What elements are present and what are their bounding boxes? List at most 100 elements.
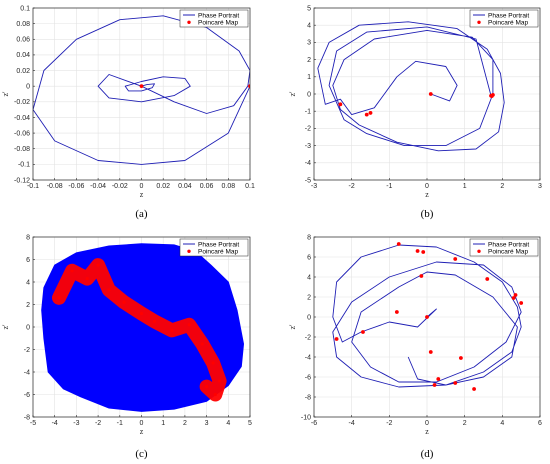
data-layer	[332, 242, 524, 391]
x-tick-label: 0	[140, 420, 144, 427]
x-tick-label: -3	[311, 183, 317, 190]
poincare-point	[432, 383, 437, 387]
x-tick-label: -4	[349, 420, 355, 427]
legend-marker-swatch	[187, 20, 191, 24]
x-tick-label: 2	[183, 420, 187, 427]
y-tick-label: 0	[26, 83, 30, 90]
poincare-point	[513, 293, 518, 297]
legend-box	[179, 238, 249, 257]
poincare-point	[436, 377, 441, 381]
y-tick-label: -0.1	[18, 162, 30, 169]
y-tick-label: 0.06	[16, 37, 30, 44]
x-tick-label: -0.1	[27, 183, 39, 190]
poincare-point	[211, 361, 215, 365]
panel-caption: (a)	[135, 208, 148, 220]
y-tick-label: 8	[26, 234, 30, 241]
x-tick-label: 0.02	[156, 183, 170, 190]
y-tick-label: 4	[307, 274, 311, 281]
x-tick-label: 0.1	[245, 183, 255, 190]
y-tick-label: -0.12	[14, 177, 30, 184]
panel-a: -0.1 -0.08 -0.06 -0.04 -0.02 0 0.02 0.04 0.06 0.0…	[1, 5, 255, 220]
panel-d: -6 -4 -2 0 2 4 6 -10 -8 -6 -4 -2 0 2 4 6 8 z z' Phase Portr…	[288, 234, 542, 460]
x-tick-label: -0.04	[90, 183, 106, 190]
x-tick-label: 4	[500, 420, 504, 427]
legend-label-poincare-map: Poincaré Map	[488, 249, 528, 256]
legend-box	[179, 9, 249, 28]
poincare-point	[419, 274, 424, 278]
poincare-point	[139, 311, 144, 316]
legend-box	[469, 238, 539, 257]
x-tick-label: -3	[73, 420, 79, 427]
poincare-point	[213, 392, 217, 397]
x-axis-label: z	[140, 190, 144, 199]
x-tick-label: 0	[425, 183, 429, 190]
y-tick-label: 4	[307, 23, 311, 30]
y-tick-label: 6	[26, 257, 30, 264]
y-tick-label: 0	[307, 91, 311, 98]
x-axis-label: z	[425, 190, 429, 199]
x-tick-label: 2	[500, 183, 504, 190]
poincare-point	[122, 300, 126, 304]
y-tick-label: -0.04	[14, 115, 30, 122]
poincare-point	[170, 328, 174, 332]
phase-portrait-line	[33, 15, 250, 165]
x-tick-label: -6	[311, 420, 317, 427]
x-tick-label: 0	[425, 420, 429, 427]
panel-b: -3 -2 -1 0 1 2 3 -5 -4 -3 -2 -1 0 1 2 3 4 5 z z' Phase Portr…	[288, 5, 542, 220]
poincare-point	[396, 242, 401, 246]
x-tick-label: 0.08	[221, 183, 235, 190]
data-layer	[317, 21, 505, 152]
x-tick-label: 0	[140, 183, 144, 190]
poincare-point	[152, 319, 157, 323]
legend-label-poincare-map: Poincaré Map	[198, 20, 238, 27]
legend-label-phase-portrait: Phase Portrait	[488, 12, 529, 19]
data-layer	[33, 15, 250, 165]
y-tick-label: 1	[307, 74, 311, 81]
x-tick-label: 2	[463, 420, 467, 427]
poincare-point	[453, 381, 458, 385]
poincare-point	[453, 257, 458, 261]
poincare-point	[187, 323, 191, 327]
y-axis-label: z'	[288, 324, 297, 330]
panel-caption: (b)	[421, 208, 434, 220]
y-tick-label: 8	[307, 234, 311, 241]
x-tick-label: 5	[248, 420, 252, 427]
poincare-point	[338, 102, 343, 107]
x-tick-label: -2	[95, 420, 101, 427]
poincare-point	[425, 315, 429, 319]
poincare-point	[200, 342, 204, 346]
y-tick-label: 3	[307, 40, 311, 47]
y-tick-label: -8	[305, 394, 311, 401]
y-tick-label: 0.08	[16, 21, 30, 28]
poincare-point	[205, 385, 209, 389]
y-tick-label: 0.1	[20, 5, 30, 12]
legend-marker-swatch	[187, 249, 191, 253]
x-tick-label: -2	[349, 183, 355, 190]
x-tick-label: -1	[117, 420, 123, 427]
legend-label-poincare-map: Poincaré Map	[488, 20, 528, 27]
legend-label-phase-portrait: Phase Portrait	[198, 241, 239, 248]
panel-caption: (d)	[421, 448, 434, 460]
poincare-point	[96, 263, 100, 267]
y-tick-label: -2	[305, 334, 311, 341]
y-tick-label: -2	[305, 126, 311, 133]
y-tick-label: -3	[305, 143, 311, 150]
phase-portrait-line	[317, 21, 505, 152]
y-tick-label: -0.08	[14, 146, 30, 153]
poincare-point	[428, 350, 433, 354]
legend-label-phase-portrait: Phase Portrait	[198, 12, 239, 19]
poincare-point	[364, 112, 369, 117]
panel-c: -5 -4 -3 -2 -1 0 1 2 3 4 5 -8 -6 -4 -2 0 2 4 6 8 z z' Phase Po…	[1, 234, 252, 460]
x-tick-label: -0.02	[112, 183, 128, 190]
x-tick-label: -4	[52, 420, 58, 427]
y-tick-label: -4	[305, 354, 311, 361]
poincare-point	[421, 250, 426, 254]
x-tick-label: -0.06	[68, 183, 84, 190]
x-tick-label: 3	[205, 420, 209, 427]
x-tick-label: -1	[386, 183, 392, 190]
data-layer	[41, 243, 245, 412]
poincare-point	[218, 379, 222, 383]
poincare-point	[85, 277, 89, 281]
y-tick-label: -6	[305, 374, 311, 381]
y-tick-label: -2	[24, 347, 30, 354]
